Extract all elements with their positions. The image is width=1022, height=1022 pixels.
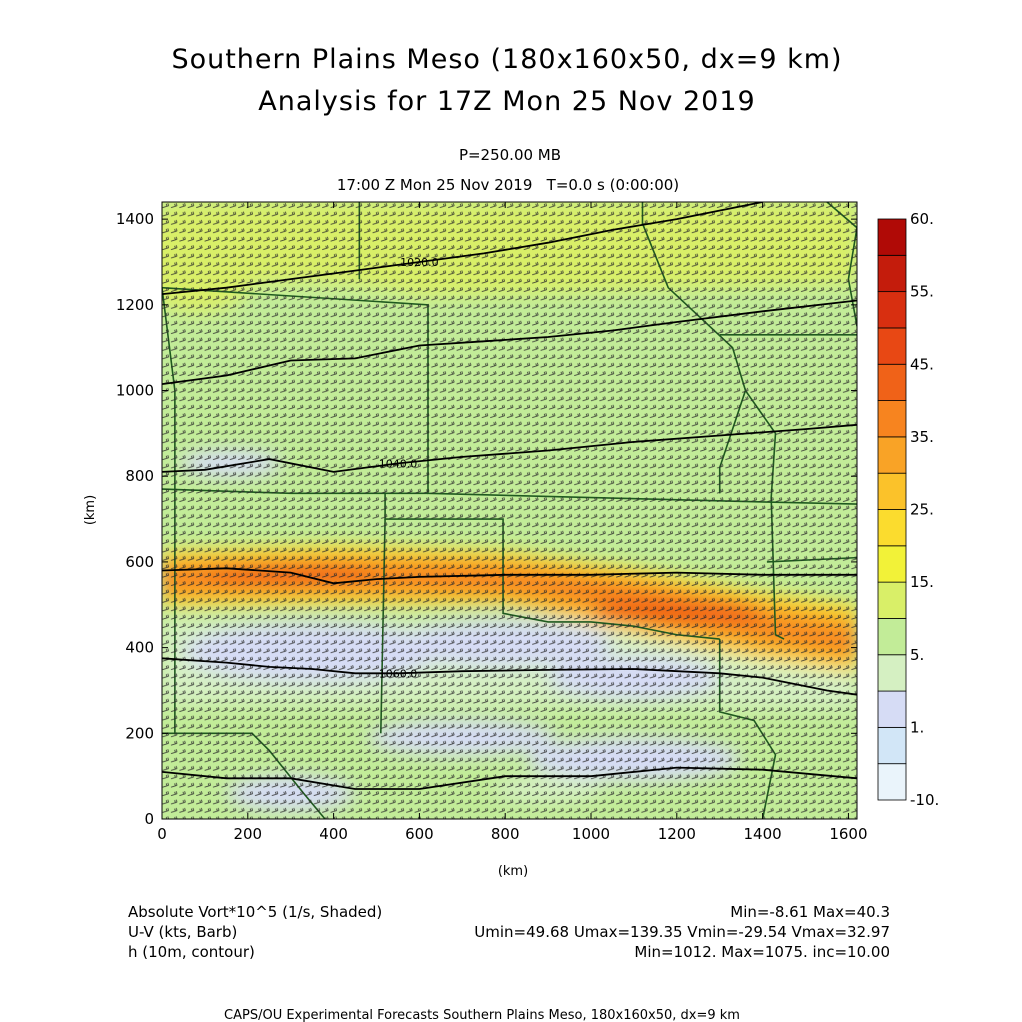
contour-label-0: 1020.0 bbox=[400, 256, 439, 269]
height-contours: 1020.0 1040.0 1060.0 bbox=[162, 202, 857, 790]
x-tick-label-1600: 1600 bbox=[829, 825, 867, 843]
colorbar-swatch-7 bbox=[877, 509, 907, 547]
valid-time-label: 17:00 Z Mon 25 Nov 2019 T=0.0 s (0:00:00… bbox=[336, 176, 680, 194]
plot-frame bbox=[161, 201, 858, 820]
x-tick-label-800: 800 bbox=[491, 825, 520, 843]
y-tick-label-0: 0 bbox=[144, 810, 154, 828]
chart-title-line1: Southern Plains Meso (180x160x50, dx=9 k… bbox=[171, 44, 843, 75]
colorbar-label-15: 60. bbox=[910, 210, 934, 228]
colorbar-label-10: 35. bbox=[910, 428, 934, 446]
contour-line-4 bbox=[162, 657, 857, 696]
contour-label-4: 1060.0 bbox=[379, 667, 418, 680]
chart-title-line2: Analysis for 17Z Mon 25 Nov 2019 bbox=[258, 86, 756, 117]
x-tick-label-0: 0 bbox=[157, 825, 167, 843]
colorbar-swatch-1 bbox=[877, 726, 907, 765]
colorbar-label-8: 25. bbox=[910, 501, 934, 519]
shading-field-stats: Min=-8.61 Max=40.3 bbox=[730, 903, 890, 921]
contour-line-2 bbox=[162, 423, 857, 473]
y-tick-label-600: 600 bbox=[125, 553, 154, 571]
y-tick-label-1200: 1200 bbox=[116, 296, 154, 314]
colorbar-swatch-12 bbox=[877, 327, 907, 365]
colorbar-swatch-3 bbox=[877, 654, 907, 692]
y-tick-label-400: 400 bbox=[125, 639, 154, 657]
barb-field-label: U-V (kts, Barb) bbox=[128, 923, 237, 941]
colorbar-label-4: 5. bbox=[910, 646, 924, 664]
x-axis: 0 200 400 600 800 1000 1200 1400 1600 bbox=[157, 202, 868, 843]
contour-field-stats: Min=1012. Max=1075. inc=10.00 bbox=[634, 943, 890, 961]
y-axis: 0 200 400 600 800 1000 1200 1400 bbox=[116, 210, 857, 828]
pressure-level-label: P=250.00 MB bbox=[458, 146, 562, 164]
colorbar-label-2: 1. bbox=[910, 718, 924, 736]
colorbar-label-14: 55. bbox=[910, 283, 934, 301]
x-tick-label-400: 400 bbox=[319, 825, 348, 843]
colorbar-swatch-8 bbox=[877, 472, 907, 510]
y-tick-label-1000: 1000 bbox=[116, 382, 154, 400]
footer-credit: CAPS/OU Experimental Forecasts Southern … bbox=[224, 1008, 740, 1022]
colorbar-swatch-4 bbox=[877, 618, 907, 656]
y-axis-label: (km) bbox=[83, 495, 98, 525]
colorbar-swatch-13 bbox=[877, 291, 907, 329]
x-tick-label-600: 600 bbox=[405, 825, 434, 843]
colorbar-swatch-14 bbox=[877, 254, 907, 293]
colorbar: -10. 1. 5. 15. 25. 35. 45. 55. 60. bbox=[877, 210, 939, 809]
colorbar-swatch-9 bbox=[877, 436, 907, 474]
y-tick-label-800: 800 bbox=[125, 467, 154, 485]
colorbar-swatch-2 bbox=[877, 690, 907, 728]
colorbar-swatch-6 bbox=[877, 545, 907, 583]
x-tick-label-1400: 1400 bbox=[744, 825, 782, 843]
colorbar-label-6: 15. bbox=[910, 573, 934, 591]
shading-field-label: Absolute Vort*10^5 (1/s, Shaded) bbox=[128, 903, 382, 921]
contour-line-5 bbox=[162, 766, 857, 790]
y-tick-label-1400: 1400 bbox=[116, 210, 154, 228]
contour-field-label: h (10m, contour) bbox=[128, 943, 255, 961]
colorbar-swatch-10 bbox=[877, 400, 907, 438]
contour-label-2: 1040.0 bbox=[379, 457, 418, 470]
contour-line-0 bbox=[162, 202, 763, 295]
x-tick-label-1000: 1000 bbox=[572, 825, 610, 843]
plot-area: 1020.0 1040.0 1060.0 bbox=[162, 202, 857, 819]
colorbar-swatch-5 bbox=[877, 581, 907, 619]
x-axis-label: (km) bbox=[498, 864, 528, 879]
colorbar-label-12: 45. bbox=[910, 355, 934, 373]
colorbar-swatch-11 bbox=[877, 363, 907, 401]
x-tick-label-200: 200 bbox=[233, 825, 262, 843]
colorbar-swatch-0 bbox=[877, 763, 907, 801]
colorbar-label-0: -10. bbox=[910, 791, 939, 809]
x-tick-label-1200: 1200 bbox=[658, 825, 696, 843]
contour-line-3 bbox=[162, 567, 857, 585]
y-tick-label-200: 200 bbox=[125, 724, 154, 742]
contour-line-1 bbox=[162, 299, 857, 385]
wind-barbs bbox=[162, 202, 857, 819]
colorbar-swatch-15 bbox=[877, 218, 907, 256]
barb-field-stats: Umin=49.68 Umax=139.35 Vmin=-29.54 Vmax=… bbox=[474, 923, 890, 941]
